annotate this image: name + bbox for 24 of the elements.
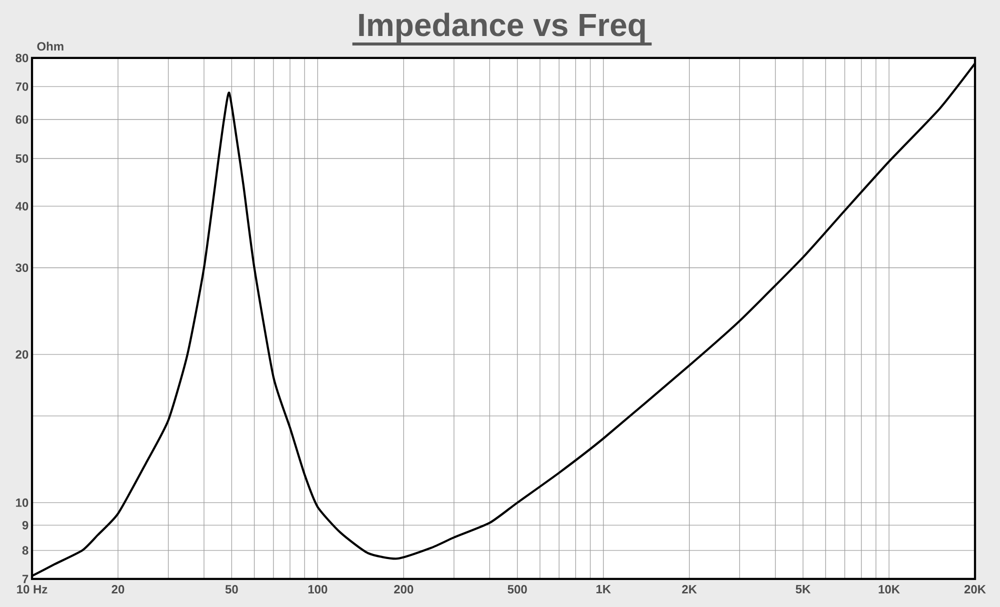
x-tick-label: 1K xyxy=(596,585,611,594)
x-tick-label: 10K xyxy=(878,585,900,594)
y-tick-label: 7 xyxy=(22,574,28,584)
y-tick-label: 50 xyxy=(16,154,28,163)
x-tick-label: 5K xyxy=(796,585,811,594)
x-tick-label: 2K xyxy=(682,585,697,594)
x-tick-label: 20K xyxy=(964,585,986,594)
y-tick-label: 30 xyxy=(16,263,28,272)
y-tick-label: 60 xyxy=(16,115,28,124)
x-tick-label: 50 xyxy=(225,585,238,594)
y-tick-label: 20 xyxy=(16,350,28,359)
y-tick-label: 10 xyxy=(16,498,28,507)
x-tick-label: 500 xyxy=(508,585,527,594)
x-tick-label: 10 Hz xyxy=(17,585,48,594)
x-tick-label: 200 xyxy=(394,585,414,594)
y-tick-label: 80 xyxy=(16,54,28,62)
y-tick-label: 8 xyxy=(22,546,28,555)
y-tick-label: 9 xyxy=(22,520,28,530)
y-axis-title: Ohm xyxy=(37,42,64,51)
x-tick-label: 20 xyxy=(112,585,124,594)
chart-title: Impedance vs Freq xyxy=(359,12,645,43)
x-tick-label: 100 xyxy=(308,585,328,594)
y-tick-label: 40 xyxy=(15,202,28,210)
y-tick-label: 70 xyxy=(16,82,28,91)
